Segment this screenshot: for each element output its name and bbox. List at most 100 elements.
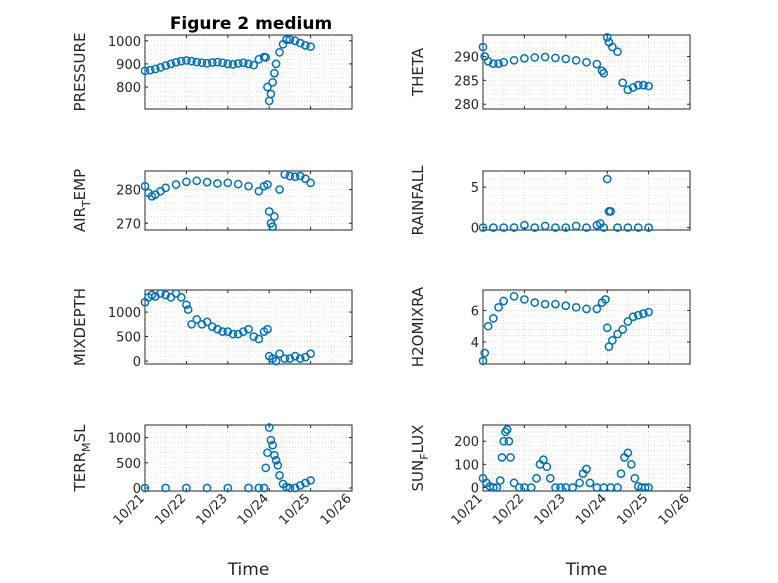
y-axis-label: AIRTEMP (71, 169, 93, 232)
data-point (613, 47, 622, 57)
data-point (263, 180, 272, 189)
data-point (140, 181, 150, 191)
data-point (530, 298, 540, 307)
grid-lines (483, 171, 690, 230)
data-point (556, 483, 565, 492)
data-point (506, 453, 515, 462)
data-point (259, 483, 269, 493)
data-point (532, 473, 541, 483)
data-point (639, 80, 648, 90)
y-axis-label: PRESSURE (71, 33, 89, 112)
data-point (520, 295, 529, 304)
subplot-3: 270 280 AIRTEMP (71, 169, 353, 232)
data-point (151, 64, 160, 74)
data-point (306, 349, 315, 359)
data-point (254, 483, 264, 493)
data-point (156, 63, 165, 72)
data-point (161, 183, 171, 193)
y-tick-label: 100 (454, 458, 479, 473)
data-point (526, 483, 536, 492)
y-axis-label: SUNFLUX (409, 425, 431, 492)
figure-title: Figure 2 medium (170, 14, 332, 34)
grid-lines (145, 290, 352, 364)
subplot-6: 4 6 H2OMIXRA (409, 286, 691, 367)
y-axis-label: H2OMIXRA (409, 286, 427, 367)
data-point (197, 58, 207, 68)
data-point (166, 59, 176, 69)
data-point (301, 478, 310, 488)
data-point (613, 223, 622, 232)
data-point (213, 57, 222, 67)
series-markers (140, 423, 315, 493)
data-point (627, 460, 636, 469)
data-point (616, 469, 626, 478)
data-point (561, 301, 571, 311)
data-point (254, 186, 264, 196)
data-point (270, 212, 279, 221)
data-point (202, 317, 212, 327)
data-point (499, 223, 509, 232)
data-point (551, 53, 560, 63)
grid-lines (145, 425, 352, 491)
data-point (606, 207, 616, 216)
data-point (630, 473, 640, 483)
data-point (644, 307, 653, 317)
data-point (233, 59, 243, 68)
data-point (539, 455, 548, 465)
data-point (599, 223, 609, 232)
data-point (290, 172, 300, 182)
data-point (623, 448, 633, 458)
data-point (192, 176, 202, 186)
data-point (171, 180, 181, 189)
data-point (233, 329, 243, 339)
data-point (290, 36, 300, 46)
data-point (571, 302, 581, 312)
data-point (571, 221, 581, 231)
grid-lines (145, 35, 352, 109)
data-point (545, 473, 555, 483)
data-point (207, 322, 217, 332)
data-point (223, 483, 233, 493)
data-point (290, 351, 300, 361)
data-point (504, 436, 514, 446)
y-axis-label: MIXDEPTH (71, 288, 89, 366)
data-point (244, 483, 253, 493)
data-point (271, 59, 281, 69)
data-point (244, 324, 253, 334)
data-point (213, 179, 222, 188)
data-point (176, 56, 186, 66)
data-point (575, 478, 584, 488)
data-point (156, 289, 165, 298)
data-point (271, 455, 281, 465)
data-point (602, 174, 612, 184)
data-point (582, 57, 591, 67)
data-point (275, 471, 284, 480)
data-point (282, 35, 291, 44)
data-point (509, 291, 519, 301)
data-point (633, 310, 643, 320)
data-point (478, 356, 488, 366)
data-point (568, 483, 578, 492)
data-point (494, 59, 503, 68)
y-tick-label: 6 (471, 304, 479, 319)
data-point (207, 58, 217, 67)
data-point (608, 336, 617, 345)
data-point (602, 323, 612, 333)
data-point (492, 483, 502, 492)
data-point (268, 78, 277, 87)
series-markers (478, 33, 653, 95)
data-point (608, 42, 617, 52)
data-point (561, 223, 571, 232)
y-tick-label: 1000 (108, 306, 141, 321)
data-point (249, 332, 259, 341)
data-point (501, 427, 510, 437)
data-point (602, 33, 612, 42)
data-point (233, 179, 243, 189)
data-point (301, 41, 310, 50)
plot-area (482, 170, 691, 231)
data-point (613, 483, 622, 492)
data-point (295, 38, 305, 48)
data-point (290, 483, 300, 493)
data-point (571, 55, 581, 65)
